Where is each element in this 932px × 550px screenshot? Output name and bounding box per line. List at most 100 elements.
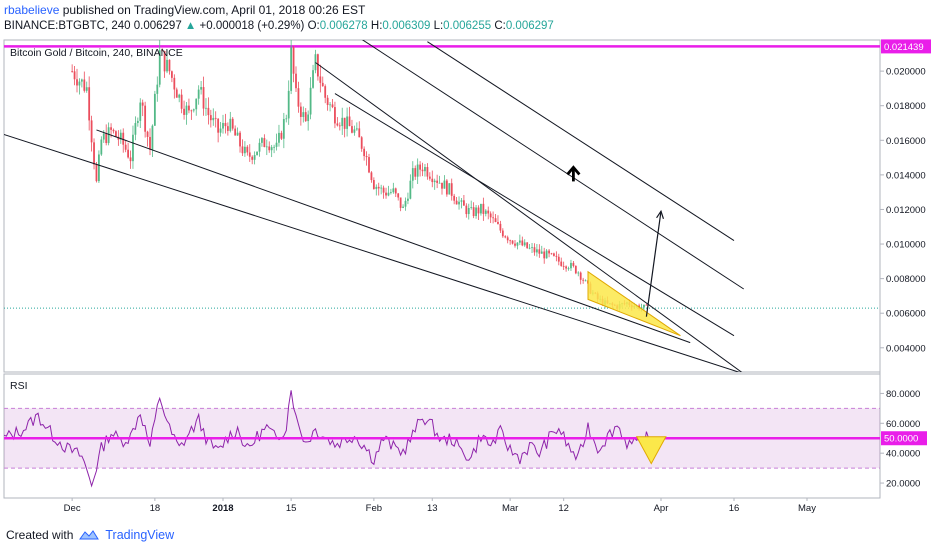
- candle-body: [509, 240, 512, 242]
- candle-body: [531, 247, 533, 249]
- candle-body: [455, 200, 458, 205]
- rsi-triangle: [635, 436, 667, 465]
- target-arrow-head: [656, 209, 665, 219]
- high-label: H:: [370, 20, 383, 32]
- candle-body: [480, 203, 482, 214]
- candle-body: [404, 200, 407, 207]
- rsi-tick-label: 80.0000: [886, 389, 920, 400]
- candle-body: [348, 116, 351, 127]
- candle-body: [205, 107, 207, 109]
- candle-body: [285, 118, 288, 120]
- candle-body: [78, 81, 81, 86]
- candle-body: [397, 193, 400, 198]
- candle-body: [331, 104, 334, 108]
- candle-body: [572, 262, 575, 266]
- candle-body: [582, 279, 585, 281]
- candle-body: [95, 164, 98, 182]
- candle-body: [414, 168, 417, 177]
- price-tick-label: 0.020000: [886, 67, 926, 78]
- candle-body: [307, 114, 310, 122]
- time-tick-label: Mar: [502, 503, 518, 514]
- candle-body: [334, 107, 336, 124]
- candle-body: [324, 86, 327, 98]
- last-price: 0.006297: [133, 20, 182, 32]
- candle-body: [540, 251, 543, 254]
- candle-body: [504, 236, 507, 238]
- candle-body: [560, 261, 563, 266]
- candle-body: [579, 272, 582, 280]
- candle-body: [358, 128, 361, 138]
- candle-body: [280, 132, 283, 139]
- candle-body: [431, 178, 434, 183]
- trendline: [334, 93, 735, 337]
- candle-body: [377, 186, 380, 189]
- horizontal-line-price-tag-bg: [881, 39, 931, 54]
- created-with-label: Created with: [6, 528, 74, 542]
- candle-body: [463, 200, 465, 206]
- trendline: [315, 62, 743, 372]
- tradingview-logo-icon: [79, 530, 100, 540]
- candle-body: [577, 272, 580, 274]
- candle-body: [475, 207, 477, 217]
- candle-body: [523, 242, 526, 246]
- trendline: [427, 41, 735, 242]
- candle-body: [107, 127, 110, 144]
- candle-body: [445, 180, 448, 195]
- close-label: C:: [494, 20, 506, 32]
- candle-body: [192, 109, 195, 111]
- candle-body: [380, 187, 383, 189]
- candle-body: [239, 132, 241, 147]
- candle-body: [136, 120, 139, 124]
- candle-body: [73, 71, 76, 80]
- candle-body: [314, 54, 317, 71]
- candle-body: [514, 243, 516, 246]
- candle-body: [487, 210, 490, 214]
- candle-body: [100, 139, 103, 155]
- low-label: L:: [433, 20, 444, 32]
- candle-body: [83, 79, 86, 91]
- candle-body: [353, 129, 356, 133]
- candle-body: [110, 127, 112, 130]
- candle-body: [119, 132, 122, 140]
- candle-body: [424, 167, 426, 172]
- candle-body: [433, 180, 436, 183]
- candle-body: [90, 120, 93, 143]
- candle-body: [102, 133, 105, 140]
- candle-body: [265, 146, 268, 148]
- candle-body: [643, 304, 645, 308]
- candle-body: [163, 51, 166, 72]
- trendline: [361, 40, 745, 290]
- main-pane-frame: [3, 39, 881, 373]
- candle-body: [151, 125, 154, 150]
- candle-body: [545, 250, 548, 259]
- candle-body: [134, 123, 137, 135]
- candle-body: [304, 112, 307, 122]
- chart-canvas[interactable]: 0.020000 0.018000 0.016000 0.014000 0.012000…: [0, 36, 932, 518]
- candle-body: [112, 129, 115, 132]
- candle-body: [153, 93, 156, 126]
- candle-body: [570, 262, 572, 269]
- high-value: 0.006309: [382, 20, 431, 32]
- tradingview-brand[interactable]: TradingView: [105, 528, 175, 542]
- candle-body: [640, 307, 643, 309]
- time-tick-label: Feb: [366, 503, 382, 514]
- candle-body: [80, 79, 83, 82]
- candle-body: [217, 118, 220, 133]
- candle-body: [85, 87, 88, 91]
- candle-body: [543, 251, 546, 259]
- candle-body: [124, 144, 127, 150]
- candle-body: [202, 87, 205, 109]
- candle-body: [93, 142, 95, 165]
- price-tick-label: 0.008000: [886, 274, 926, 285]
- candle-body: [402, 206, 404, 208]
- author-link[interactable]: rbabelieve: [4, 3, 60, 17]
- candle-body: [178, 94, 181, 98]
- candle-body: [448, 183, 451, 195]
- candle-body: [234, 128, 237, 136]
- candle-body: [275, 142, 278, 147]
- candle-body: [299, 106, 302, 117]
- candle-body: [244, 146, 246, 154]
- publish-header: rbabelieve published on TradingView.com,…: [4, 3, 365, 17]
- change-value: +0.000018 (+0.29%): [199, 20, 305, 32]
- rsi-midline-tag: 50.0000: [884, 434, 918, 445]
